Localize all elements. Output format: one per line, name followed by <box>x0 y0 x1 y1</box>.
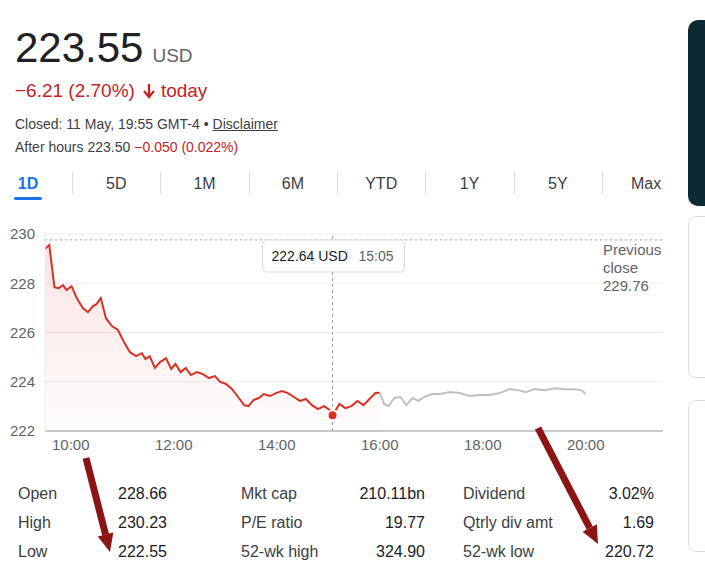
svg-text:14:00: 14:00 <box>258 436 296 453</box>
svg-text:16:00: 16:00 <box>361 436 399 453</box>
html-text:USD: USD <box>152 45 193 66</box>
html-text:After hours 223.50 −0.050 (0.0: After hours 223.50 −0.050 (0.022%) <box>15 139 239 155</box>
html-text:229.76: 229.76 <box>603 277 649 294</box>
svg-text:230: 230 <box>10 225 35 242</box>
html-text:close: close <box>603 259 638 276</box>
html-text:Open: Open <box>18 485 58 502</box>
svg-text:224: 224 <box>10 373 35 390</box>
html-text:222.55: 222.55 <box>118 543 167 560</box>
html-text:5Y: 5Y <box>548 175 568 192</box>
html-text:1D: 1D <box>17 175 39 192</box>
html-text:3.02%: 3.02% <box>608 485 654 502</box>
html-text:YTD: YTD <box>365 175 398 192</box>
html-text:228.66: 228.66 <box>118 485 167 502</box>
html-text:52-wk high: 52-wk high <box>241 543 319 560</box>
html-text:210.11bn: 210.11bn <box>359 485 425 502</box>
html-text:today: today <box>160 80 208 101</box>
svg-text:10:00: 10:00 <box>52 436 90 453</box>
svg-text:222.64 USD: 222.64 USD <box>272 248 348 264</box>
html-text:Qtrly div amt: Qtrly div amt <box>463 514 553 531</box>
svg-text:228: 228 <box>10 275 35 292</box>
html-text:324.90: 324.90 <box>376 543 425 560</box>
html-text:1M: 1M <box>193 175 216 192</box>
html-text:Low: Low <box>18 543 48 560</box>
html-text:223.55: 223.55 <box>15 24 144 71</box>
svg-text:12:00: 12:00 <box>155 436 193 453</box>
html-text:Dividend: Dividend <box>463 485 526 502</box>
html-text:Previous: Previous <box>603 241 662 258</box>
html-text:1.69: 1.69 <box>622 514 654 531</box>
html-text:−6.21 (2.70%): −6.21 (2.70%) <box>15 80 135 101</box>
html-text:5D: 5D <box>106 175 127 192</box>
html-text:230.23: 230.23 <box>118 514 167 531</box>
html-text:220.72: 220.72 <box>605 543 654 560</box>
html-text:Mkt cap: Mkt cap <box>241 485 297 502</box>
svg-text:18:00: 18:00 <box>464 436 502 453</box>
svg-text:226: 226 <box>10 324 35 341</box>
html-text:52-wk low: 52-wk low <box>463 543 535 560</box>
html-text:6M: 6M <box>281 175 304 192</box>
html-text:Max: Max <box>631 175 662 192</box>
svg-text:20:00: 20:00 <box>567 436 605 453</box>
html-text:High: High <box>18 514 51 531</box>
html-text:1Y: 1Y <box>459 175 480 192</box>
html-text:19.77: 19.77 <box>385 514 425 531</box>
html-text:P/E ratio: P/E ratio <box>241 514 303 531</box>
svg-text:222: 222 <box>10 422 35 439</box>
html-text:Closed: 11 May, 19:55 GMT-4 •: Closed: 11 May, 19:55 GMT-4 • Disclaimer <box>15 116 278 132</box>
svg-text:15:05: 15:05 <box>359 248 394 264</box>
